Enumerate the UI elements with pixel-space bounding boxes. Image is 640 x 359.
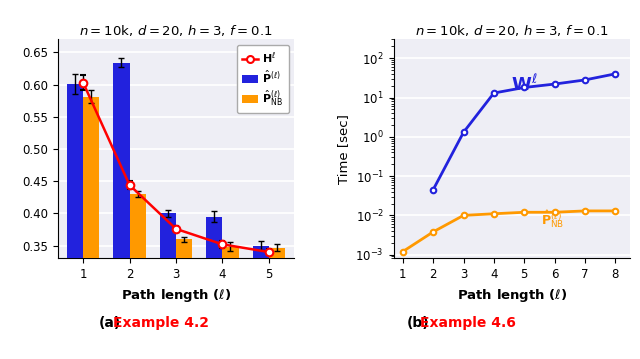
X-axis label: Path length ($\ell$): Path length ($\ell$) [121, 287, 231, 304]
Bar [269, 248, 285, 359]
Bar [83, 97, 99, 359]
Bar [222, 247, 239, 359]
Title: $n{=}10\mathrm{k},\, d{=}20,\, h{=}3,\, f{=}0.1$: $n{=}10\mathrm{k},\, d{=}20,\, h{=}3,\, … [415, 23, 609, 38]
Bar [160, 213, 176, 359]
Text: (a): (a) [99, 316, 122, 330]
Bar [113, 63, 129, 359]
Y-axis label: Time [sec]: Time [sec] [337, 114, 350, 184]
Bar [129, 194, 146, 359]
X-axis label: Path length ($\ell$): Path length ($\ell$) [457, 287, 567, 304]
Text: Example 4.2: Example 4.2 [113, 316, 209, 330]
Bar [253, 246, 269, 359]
Text: Example 4.6: Example 4.6 [420, 316, 516, 330]
Legend: $\mathbf{H}^\ell$, $\hat{\mathbf{P}}^{(\ell)}$, $\hat{\mathbf{P}}^{(\ell)}_{\mat: $\mathbf{H}^\ell$, $\hat{\mathbf{P}}^{(\… [237, 45, 289, 113]
Text: $\hat{\mathbf{P}}^{(\ell)}_{\mathrm{NB}}$: $\hat{\mathbf{P}}^{(\ell)}_{\mathrm{NB}}… [541, 209, 564, 230]
Title: $n{=}10\mathrm{k},\, d{=}20,\, h{=}3,\, f{=}0.1$: $n{=}10\mathrm{k},\, d{=}20,\, h{=}3,\, … [79, 23, 273, 38]
Bar [67, 84, 83, 359]
Text: $\mathbf{W}^\ell$: $\mathbf{W}^\ell$ [511, 74, 537, 96]
Bar [176, 239, 192, 359]
Bar [206, 216, 222, 359]
Text: (b): (b) [406, 316, 429, 330]
